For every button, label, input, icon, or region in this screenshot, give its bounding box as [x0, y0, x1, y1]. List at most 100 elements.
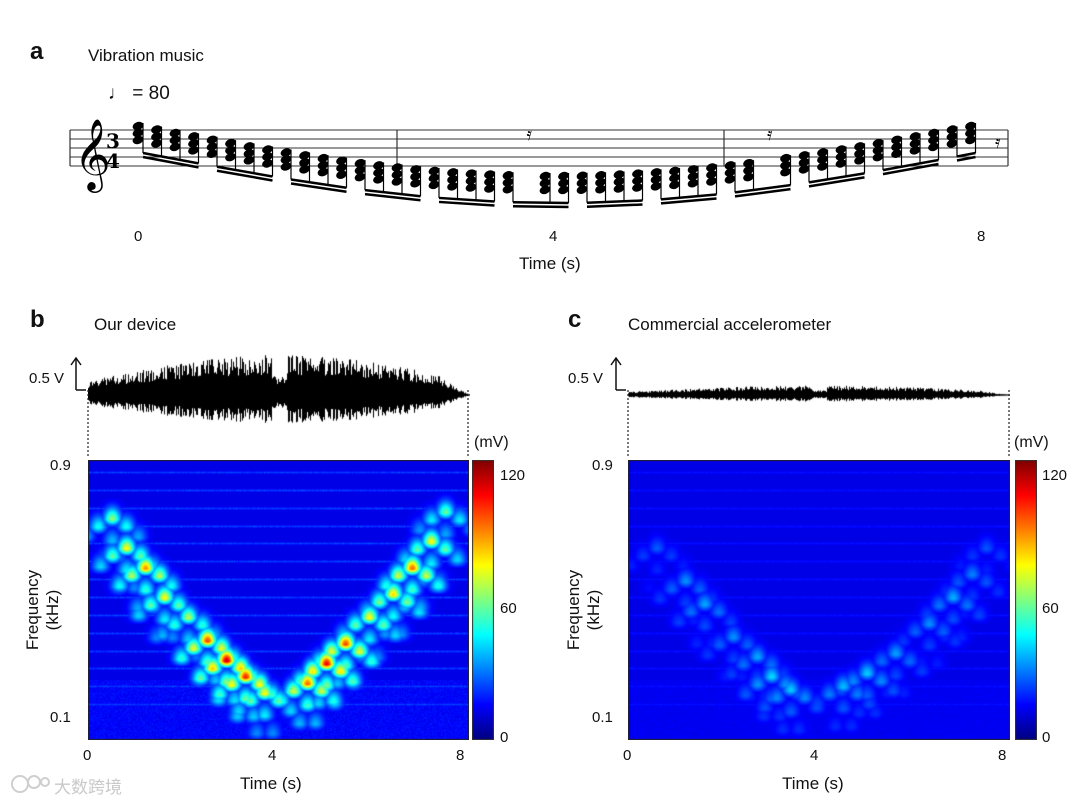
note-head [928, 135, 939, 145]
note-head [706, 170, 717, 179]
note-head [484, 170, 495, 179]
panel-c-spectrogram [628, 460, 1010, 740]
note-head [336, 163, 347, 172]
rest-icon: 𝄿 [995, 132, 1001, 153]
note-beam [142, 155, 199, 169]
note-head [909, 139, 921, 148]
note-head [410, 179, 421, 188]
note-head [798, 151, 810, 160]
note-head [151, 139, 162, 148]
note-head [280, 155, 292, 164]
panel-b-colorbar-tick-120: 120 [500, 467, 526, 484]
barlines [69, 130, 1009, 166]
note-head [206, 142, 218, 151]
note-beam [290, 178, 347, 189]
note-beam [660, 193, 717, 201]
note-head [835, 159, 847, 168]
panel-c-title: Commercial accelerometer [628, 315, 832, 334]
panel-b-spectrogram [88, 460, 469, 740]
note-head [299, 158, 310, 167]
note-head [317, 153, 329, 163]
note-head [206, 149, 218, 158]
note-head [373, 175, 384, 184]
panel-b-xtick-0: 0 [83, 747, 92, 764]
note-head [650, 175, 662, 184]
note-head [724, 175, 736, 184]
note-head [595, 171, 606, 180]
time-signature-bottom: 4 [106, 149, 120, 173]
note-head [891, 135, 902, 144]
tempo-marking: ♩ = 80 [108, 83, 170, 104]
panel-c-colorbar [1015, 460, 1037, 740]
panel-a-tick-4: 4 [549, 228, 558, 245]
note-head [743, 165, 754, 175]
note-head [243, 149, 255, 158]
note-beam [808, 176, 865, 188]
note-head [206, 135, 218, 144]
note-beam [734, 187, 791, 198]
note-head [854, 149, 865, 158]
note-head [558, 185, 569, 195]
note-head [391, 177, 403, 186]
note-head [669, 173, 680, 183]
panel-c-ytick-0.9: 0.9 [592, 457, 613, 474]
note-head [299, 165, 310, 174]
note-head [539, 178, 551, 188]
note-head [613, 177, 625, 186]
note-head [632, 169, 643, 178]
treble-clef-icon: 𝄞 [74, 117, 111, 193]
note-head [465, 169, 477, 178]
staff-lines [70, 129, 1008, 167]
note-head [280, 162, 292, 171]
panel-b-amp-arrow-icon [70, 356, 86, 391]
note-head [909, 132, 921, 141]
note-beam [586, 203, 643, 208]
note-head [780, 167, 791, 177]
note-head [225, 138, 236, 148]
note-head [132, 128, 144, 138]
note-head [373, 168, 384, 177]
note-head [354, 172, 366, 182]
note-head [891, 142, 902, 151]
note-beam [216, 169, 273, 182]
rest-icon: 𝄿 [527, 124, 533, 145]
note-head [928, 142, 939, 152]
note-beam [882, 162, 939, 176]
note-head [909, 146, 921, 155]
note-head [706, 177, 717, 186]
note-head [817, 155, 828, 164]
note-head [780, 160, 791, 170]
note-head [447, 168, 458, 177]
note-head [299, 151, 310, 160]
panel-c-letter: c [568, 306, 582, 333]
note-head [539, 171, 551, 181]
note-head [373, 161, 384, 170]
note-head [428, 173, 440, 183]
note-head [447, 182, 458, 191]
panel-c-ylabel: Frequency (kHz) [564, 569, 603, 651]
note-head [946, 125, 958, 134]
note-head [132, 121, 144, 131]
panel-c-ytick-0.1: 0.1 [592, 709, 613, 726]
panel-c-xtick-0: 0 [623, 747, 632, 764]
note-beam [660, 197, 717, 205]
note-head [965, 121, 976, 131]
panel-a-title: Vibration music [88, 46, 204, 65]
panel-b-ytick-0.1: 0.1 [50, 709, 71, 726]
note-head [225, 145, 236, 155]
note-head [669, 166, 680, 176]
panel-c-xlabel: Time (s) [782, 774, 844, 793]
note-head [243, 142, 255, 151]
note-head [169, 135, 181, 145]
note-head [891, 149, 902, 158]
panel-c-guide-lines [627, 390, 1010, 458]
panel-b-guide-lines [87, 390, 469, 458]
note-head [225, 152, 236, 162]
panel-c-colorbar-unit: (mV) [1014, 434, 1049, 451]
note-head [817, 162, 828, 171]
note-head [502, 178, 514, 187]
time-signature-top: 3 [106, 129, 120, 153]
panel-b-xlabel: Time (s) [240, 774, 302, 793]
note-beam [364, 188, 421, 198]
note-head [854, 156, 865, 165]
